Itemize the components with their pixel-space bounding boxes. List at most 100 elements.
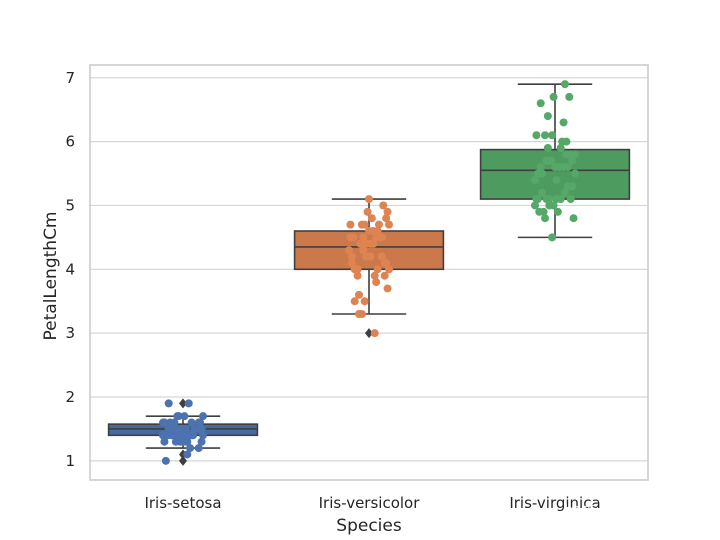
x-axis-title: Species — [336, 516, 402, 536]
data-point — [385, 265, 393, 274]
data-point — [197, 437, 206, 446]
x-tick-label: Iris-virginica — [509, 494, 600, 512]
data-point — [362, 239, 371, 248]
data-point — [181, 424, 190, 433]
y-tick-label: 7 — [65, 69, 75, 87]
data-point — [538, 188, 547, 197]
y-tick-label: 2 — [65, 388, 75, 406]
outlier-marker — [365, 328, 373, 339]
data-point — [561, 188, 569, 197]
data-point — [533, 195, 542, 204]
data-point — [372, 278, 381, 287]
data-point — [549, 92, 558, 101]
data-point — [568, 156, 577, 165]
data-point — [556, 195, 565, 204]
data-point — [571, 169, 579, 178]
data-point — [536, 99, 545, 108]
y-tick-label: 5 — [65, 196, 75, 214]
data-point — [568, 182, 577, 191]
data-point — [359, 233, 368, 242]
data-point — [184, 399, 193, 408]
data-point — [347, 252, 356, 261]
data-point — [569, 214, 578, 223]
data-point — [377, 252, 386, 261]
data-point — [357, 220, 366, 229]
data-point — [169, 424, 177, 433]
y-tick-label: 1 — [65, 452, 75, 470]
data-point — [375, 220, 383, 229]
data-point — [355, 290, 363, 299]
data-point — [189, 431, 197, 440]
y-tick-label: 4 — [65, 260, 75, 278]
data-point — [350, 297, 359, 306]
x-tick-label: Iris-setosa — [144, 494, 221, 512]
data-point — [356, 239, 365, 248]
data-point — [543, 144, 552, 152]
data-point — [346, 233, 355, 242]
data-point — [363, 207, 372, 216]
outlier-marker — [179, 398, 187, 409]
strip-points — [159, 80, 579, 465]
y-tick-label: 3 — [65, 324, 75, 342]
data-point — [562, 150, 571, 159]
axes: 1 2 3 4 5 6 7 Iris-setosa Iris-versicolor Iris-vi… — [65, 64, 649, 512]
data-point — [539, 207, 548, 216]
data-point — [373, 265, 382, 274]
data-point — [180, 412, 189, 421]
data-point — [170, 418, 179, 427]
data-point — [553, 207, 562, 216]
data-point — [546, 156, 555, 165]
data-point — [552, 175, 561, 184]
data-point — [183, 450, 192, 459]
data-point — [367, 214, 376, 223]
data-point — [542, 195, 551, 204]
data-point — [183, 437, 192, 446]
data-point — [373, 227, 382, 235]
data-point — [174, 424, 183, 433]
iqr-box — [293, 230, 445, 271]
data-point — [171, 437, 180, 446]
data-point — [163, 431, 172, 440]
iqr-box — [479, 148, 631, 200]
data-point — [543, 112, 552, 121]
watermark-text: 知乎 @Friendism — [563, 504, 702, 524]
data-point — [346, 220, 355, 229]
data-point — [383, 207, 392, 216]
data-point — [190, 424, 199, 433]
data-point — [366, 252, 375, 261]
data-point — [383, 284, 392, 293]
data-point — [370, 271, 379, 280]
x-tick-label: Iris-versicolor — [319, 494, 421, 512]
data-point — [347, 258, 356, 267]
data-point — [561, 80, 569, 89]
outlier-marker — [179, 455, 187, 466]
data-point — [565, 92, 574, 101]
data-point — [382, 258, 391, 267]
data-point — [379, 201, 388, 210]
data-point — [173, 412, 182, 421]
data-point — [531, 175, 539, 184]
data-point — [194, 444, 203, 453]
data-point — [161, 456, 170, 465]
data-point — [194, 418, 203, 427]
data-point — [541, 214, 549, 223]
data-point — [186, 444, 195, 453]
data-point — [199, 431, 207, 440]
data-point — [548, 131, 557, 140]
y-axis-title: PetalLengthCm — [41, 212, 61, 341]
y-tick-label: 6 — [65, 133, 75, 151]
data-point — [571, 150, 579, 159]
data-point — [360, 297, 369, 306]
data-point — [563, 163, 572, 172]
data-point — [350, 265, 359, 274]
data-point — [365, 195, 373, 204]
data-point — [531, 201, 539, 210]
plot-frame — [89, 64, 649, 481]
data-point — [370, 329, 379, 338]
data-point — [558, 137, 567, 146]
data-point — [532, 131, 541, 140]
data-point — [187, 418, 196, 427]
data-point — [180, 431, 189, 440]
data-point — [376, 233, 385, 242]
